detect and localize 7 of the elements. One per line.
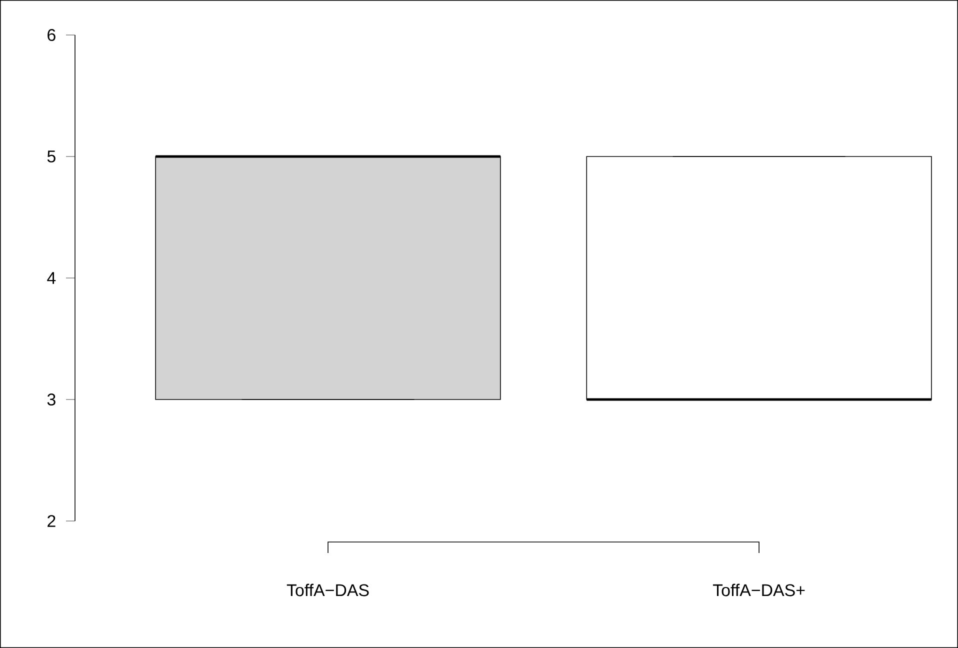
x-tick-label: ToffA−DAS+ <box>712 584 805 596</box>
y-tick-label: 3 <box>47 394 56 406</box>
y-tick-label: 4 <box>47 272 56 284</box>
y-tick-label: 5 <box>47 150 56 162</box>
y-tick-label: 6 <box>48 29 56 41</box>
x-tick-label: ToffA−DAS <box>286 584 369 596</box>
y-tick-label: 2 <box>48 515 56 527</box>
